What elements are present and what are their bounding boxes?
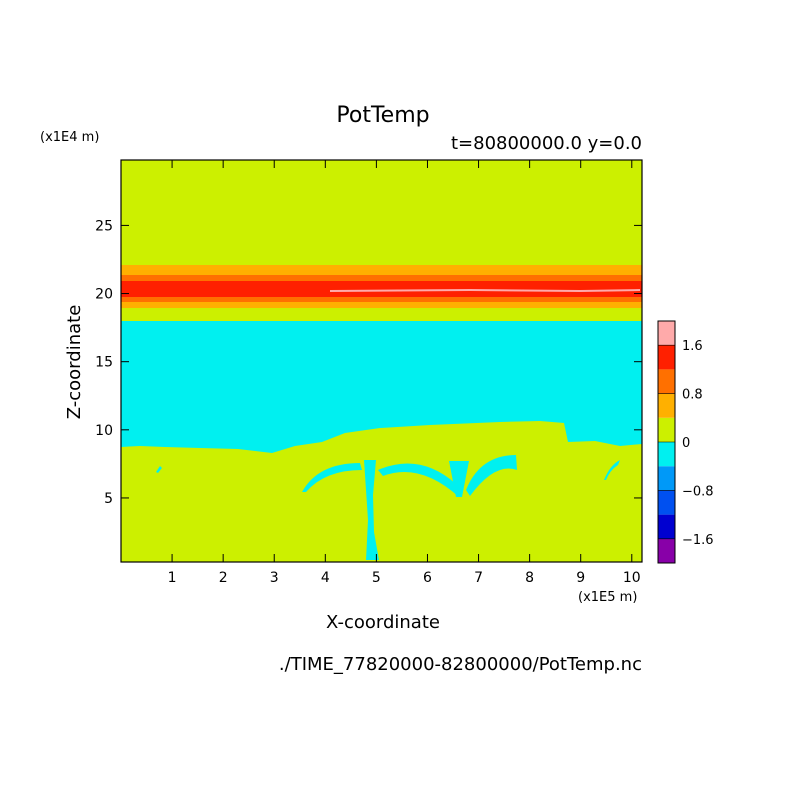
colorbar-tick-label: 0.8 — [682, 388, 703, 403]
field-cold-arc-mid-right — [449, 461, 469, 497]
colorbar-swatch — [658, 538, 675, 563]
y-axis-label: Z-coordinate — [64, 305, 85, 420]
x-tick-label: 8 — [525, 570, 534, 586]
x-tick-label: 7 — [474, 570, 483, 586]
x-tick-label: 6 — [423, 570, 432, 586]
plot-frame — [120, 159, 643, 563]
colorbar-tick-label: −1.6 — [682, 533, 714, 548]
y-tick-label: 15 — [95, 355, 113, 371]
y-tick-label: 25 — [95, 218, 113, 234]
y-axis-ticks: 5 10 15 20 25 — [95, 218, 642, 507]
y-tick-label: 10 — [95, 423, 113, 439]
x-tick-label: 1 — [168, 570, 177, 586]
x-tick-label: 4 — [321, 570, 330, 586]
x-axis-unit: (x1E5 m) — [578, 590, 637, 605]
colorbar: 1.6 0.8 0 −0.8 −1.6 — [657, 320, 714, 564]
x-tick-label: 2 — [219, 570, 228, 586]
source-filename: ./TIME_77820000-82800000/PotTemp.nc — [279, 654, 642, 675]
colorbar-tick-label: 1.6 — [682, 339, 703, 354]
field-cold-arc-right — [466, 455, 517, 496]
x-tick-label: 9 — [576, 570, 585, 586]
field-band-red — [121, 281, 642, 297]
field-band-lower-yellow — [121, 308, 642, 321]
colorbar-swatch — [658, 442, 675, 467]
x-tick-label: 10 — [623, 570, 641, 586]
field-cold-blob-far-right — [604, 460, 620, 480]
chart-subtitle: t=80800000.0 y=0.0 — [451, 133, 642, 154]
field-cold-arc-mid-left — [378, 463, 459, 497]
field-cold-plume-stem — [364, 460, 379, 560]
colorbar-swatch — [658, 514, 675, 539]
colorbar-swatch — [658, 345, 675, 370]
field-cold-layer — [121, 321, 642, 453]
field-cold-blob-left — [156, 466, 162, 473]
field-band-pink — [330, 289, 640, 292]
y-tick-label: 5 — [104, 491, 113, 507]
x-axis-label: X-coordinate — [326, 612, 440, 633]
x-tick-label: 3 — [270, 570, 279, 586]
x-axis-ticks: 1 2 3 4 5 6 7 8 9 10 — [168, 160, 641, 586]
colorbar-tick-label: −0.8 — [682, 484, 714, 499]
colorbar-swatch — [658, 321, 675, 346]
colorbar-tick-label: 0 — [682, 436, 690, 451]
colorbar-swatch — [658, 369, 675, 394]
colorbar-swatch — [658, 490, 675, 515]
colorbar-swatch — [658, 393, 675, 418]
y-tick-label: 20 — [95, 287, 113, 303]
chart-title: PotTemp — [336, 103, 429, 128]
y-axis-unit: (x1E4 m) — [40, 130, 99, 145]
contour-field — [121, 160, 642, 562]
field-cold-arc-left — [302, 463, 362, 492]
x-tick-label: 5 — [372, 570, 381, 586]
colorbar-swatch — [658, 466, 675, 491]
colorbar-swatch — [658, 417, 675, 442]
